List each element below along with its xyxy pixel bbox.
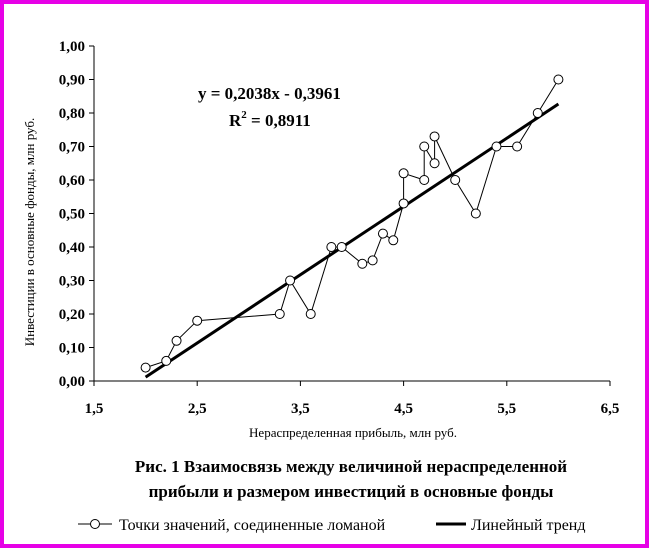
- legend-label-trend: Линейный тренд: [471, 517, 586, 534]
- data-point: [285, 275, 296, 286]
- y-tick-label: 1,00: [59, 39, 85, 55]
- data-point: [192, 315, 203, 326]
- y-tick-label: 0,70: [59, 140, 85, 156]
- data-point: [388, 235, 399, 246]
- r-squared-value: = 0,8911: [247, 111, 311, 130]
- x-tick-label: 4,5: [394, 401, 413, 417]
- data-polyline: [145, 79, 559, 369]
- data-point: [470, 208, 481, 219]
- x-tick-label: 3,5: [291, 401, 310, 417]
- legend-marker-circle: [90, 519, 100, 529]
- legend: Точки значений, соединенные ломаной Лине…: [78, 517, 586, 534]
- y-axis-label: Инвестиции в основные фонды, млн руб.: [22, 118, 37, 347]
- y-tick-label: 0,50: [59, 207, 85, 223]
- x-ticks: 1,5 2,5 3,5 4,5 5,5 6,5: [85, 381, 620, 417]
- r-squared-superscript: 2: [241, 109, 247, 121]
- x-tick-label: 2,5: [188, 401, 207, 417]
- y-ticks: 0,00 0,10 0,20 0,30 0,40 0,50 0,60 0,70 0,80 0,90…: [59, 39, 94, 390]
- data-point: [512, 141, 523, 152]
- y-tick-label: 0,20: [59, 307, 85, 323]
- data-point: [336, 242, 347, 252]
- data-point: [367, 255, 378, 266]
- x-tick-label: 5,5: [497, 401, 516, 417]
- data-point: [429, 158, 440, 169]
- trend-line: [144, 102, 560, 379]
- y-tick-label: 0,30: [59, 274, 85, 290]
- data-point: [553, 74, 564, 85]
- data-point: [419, 175, 430, 185]
- data-point: [429, 131, 440, 142]
- trend-layer: [144, 102, 560, 379]
- data-point: [140, 362, 151, 373]
- data-point: [274, 309, 285, 319]
- axes: [93, 46, 610, 382]
- y-tick-label: 0,60: [59, 173, 85, 189]
- data-point: [326, 242, 337, 252]
- r-squared-letter: R: [229, 111, 242, 130]
- y-tick-label: 0,90: [59, 73, 85, 89]
- data-point: [419, 141, 430, 152]
- data-point: [398, 168, 409, 179]
- data-point: [450, 175, 461, 185]
- y-tick-label: 0,80: [59, 106, 85, 122]
- data-point: [161, 355, 172, 366]
- r-squared-label: R2 = 0,8911: [229, 109, 311, 130]
- data-point: [357, 258, 368, 269]
- x-tick-label: 1,5: [85, 401, 104, 417]
- series-layer: [140, 74, 564, 373]
- data-point: [491, 141, 502, 152]
- legend-label-points: Точки значений, соединенные ломаной: [119, 517, 386, 534]
- x-tick-label: 6,5: [601, 401, 620, 417]
- y-tick-label: 0,40: [59, 240, 85, 256]
- data-point: [305, 309, 316, 319]
- caption-line-2: прибыли и размером инвестиций в основные…: [149, 482, 554, 501]
- data-point: [377, 228, 388, 239]
- data-point: [532, 108, 543, 118]
- data-point: [398, 198, 409, 209]
- y-tick-label: 0,00: [59, 374, 85, 390]
- data-point: [171, 335, 182, 346]
- y-tick-label: 0,10: [59, 341, 85, 357]
- x-axis-label: Нераспределенная прибыль, млн руб.: [249, 425, 457, 440]
- caption-line-1: Рис. 1 Взаимосвязь между величиной нерас…: [135, 457, 567, 476]
- regression-equation: y = 0,2038x - 0,3961: [198, 84, 341, 103]
